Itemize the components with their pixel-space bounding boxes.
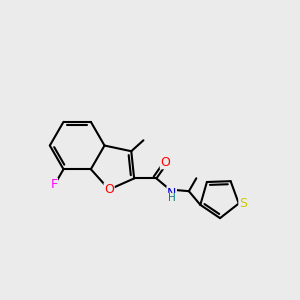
Text: O: O bbox=[160, 156, 170, 169]
Text: S: S bbox=[239, 197, 247, 210]
Text: F: F bbox=[50, 178, 57, 191]
Text: N: N bbox=[167, 187, 176, 200]
Text: H: H bbox=[168, 194, 176, 203]
Text: O: O bbox=[104, 183, 114, 196]
